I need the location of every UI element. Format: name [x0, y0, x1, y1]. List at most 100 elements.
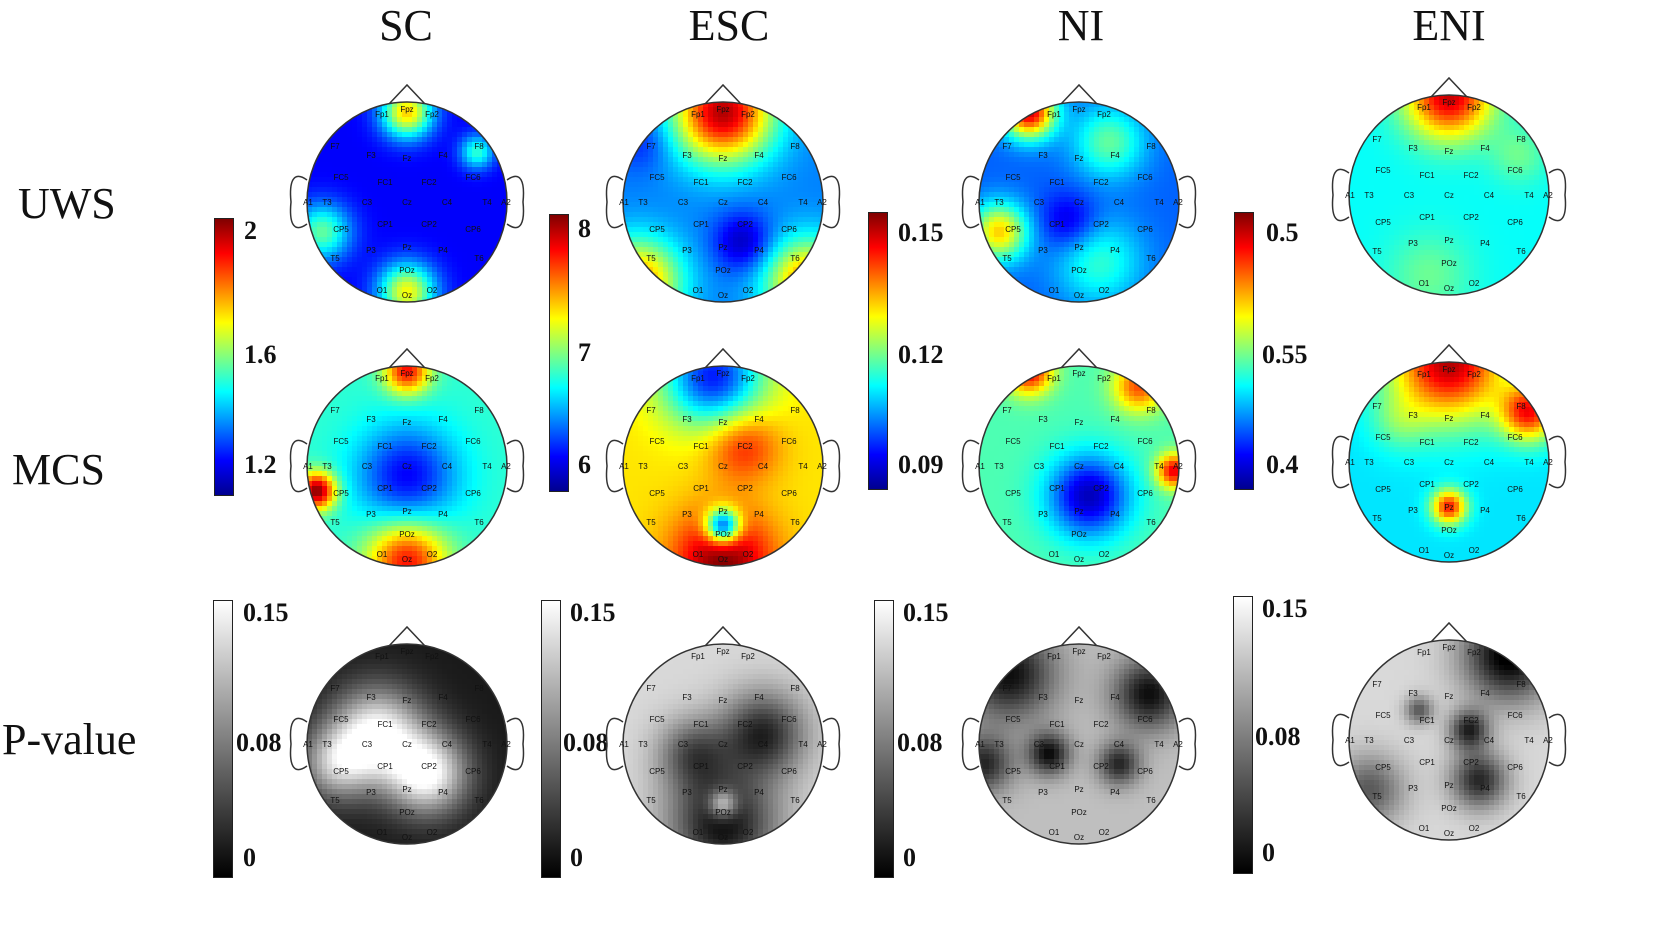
pvalue-colorbar-sc-tick-mid: 0.08 — [236, 728, 282, 757]
pvalue-colorbar-ni-tick-mid: 0.08 — [897, 728, 943, 757]
electrode-label-f8: F8 — [1146, 142, 1156, 151]
left-ear-outline — [1331, 435, 1350, 489]
electrode-label-fc6: FC6 — [781, 715, 797, 724]
electrode-label-fc2: FC2 — [421, 720, 437, 729]
electrode-label-a2: A2 — [501, 740, 511, 749]
electrode-label-fc5: FC5 — [1375, 711, 1391, 720]
electrode-label-p3: P3 — [1408, 506, 1418, 515]
electrode-label-f4: F4 — [438, 415, 448, 424]
electrode-label-fc2: FC2 — [737, 720, 753, 729]
electrode-label-o2: O2 — [743, 550, 754, 559]
topomap-pvalue-sc: Fp1 Fpz Fp2 F7 F3 Fz F4 F8 FC5 FC1 FC2 FC6 A1 T3 C3 Cz C… — [289, 625, 525, 845]
electrode-label-cz: Cz — [402, 740, 412, 749]
electrode-label-t6: T6 — [790, 518, 800, 527]
electrode-label-cp1: CP1 — [1419, 758, 1435, 767]
head-outline — [622, 643, 824, 845]
electrode-label-o1: O1 — [1419, 546, 1430, 555]
electrode-label-fp1: Fp1 — [691, 110, 705, 119]
electrode-label-a1: A1 — [303, 462, 313, 471]
electrode-label-f3: F3 — [682, 415, 692, 424]
nose-outline — [704, 347, 742, 369]
row-label-uws: UWS — [18, 179, 116, 228]
electrode-label-a2: A2 — [1543, 458, 1553, 467]
electrode-label-fc1: FC1 — [377, 442, 393, 451]
electrode-label-cp6: CP6 — [465, 225, 481, 234]
electrode-label-cp1: CP1 — [693, 484, 709, 493]
electrode-label-t5: T5 — [330, 254, 340, 263]
electrode-label-cz: Cz — [402, 462, 412, 471]
electrode-label-t6: T6 — [474, 796, 484, 805]
head-outline — [978, 101, 1180, 303]
electrode-label-p3: P3 — [1038, 510, 1048, 519]
electrode-label-fc5: FC5 — [333, 715, 349, 724]
electrode-label-t3: T3 — [322, 740, 332, 749]
electrode-label-cp5: CP5 — [649, 489, 665, 498]
electrode-label-f7: F7 — [1372, 402, 1382, 411]
pvalue-colorbar-sc-tick-high: 0.15 — [243, 598, 289, 627]
electrode-label-cp6: CP6 — [1137, 489, 1153, 498]
electrode-label-fc5: FC5 — [1005, 173, 1021, 182]
electrode-label-t6: T6 — [1146, 796, 1156, 805]
colorbar-sc-tick-mid: 1.6 — [244, 340, 277, 369]
colorbar-esc — [549, 214, 569, 492]
electrode-label-fc5: FC5 — [1005, 715, 1021, 724]
electrode-label-fz: Fz — [1445, 414, 1454, 423]
electrode-label-fc2: FC2 — [1093, 720, 1109, 729]
electrode-label-a2: A2 — [817, 462, 827, 471]
electrode-label-f4: F4 — [1480, 144, 1490, 153]
electrode-label-oz: Oz — [718, 833, 728, 842]
electrode-label-fc6: FC6 — [1137, 437, 1153, 446]
electrode-label-fc5: FC5 — [333, 437, 349, 446]
left-ear-outline — [605, 439, 624, 493]
electrode-label-a2: A2 — [1543, 736, 1553, 745]
electrode-label-t3: T3 — [1364, 736, 1374, 745]
electrode-label-cp2: CP2 — [737, 762, 753, 771]
electrode-label-p4: P4 — [438, 788, 448, 797]
electrode-label-fc6: FC6 — [465, 715, 481, 724]
right-ear-outline — [822, 439, 841, 493]
nose-outline — [1060, 83, 1098, 105]
electrode-label-poz: POz — [399, 530, 415, 539]
pvalue-colorbar-sc — [213, 600, 233, 878]
electrode-label-t6: T6 — [1146, 518, 1156, 527]
electrode-label-fc6: FC6 — [781, 173, 797, 182]
electrode-label-fc5: FC5 — [1005, 437, 1021, 446]
electrode-label-f3: F3 — [366, 151, 376, 160]
electrode-label-o2: O2 — [743, 286, 754, 295]
pvalue-colorbar-ni-tick-low: 0 — [903, 843, 916, 872]
pvalue-colorbar-esc-tick-low: 0 — [570, 843, 583, 872]
electrode-label-fc2: FC2 — [737, 442, 753, 451]
electrode-label-fp2: Fp2 — [425, 652, 439, 661]
electrode-label-cp5: CP5 — [1005, 489, 1021, 498]
electrode-label-cp6: CP6 — [465, 767, 481, 776]
nose-outline — [704, 83, 742, 105]
electrode-label-cp6: CP6 — [1507, 218, 1523, 227]
scalp-field — [623, 366, 823, 566]
electrode-label-t6: T6 — [1516, 247, 1526, 256]
right-ear-outline — [1548, 435, 1567, 489]
pvalue-colorbar-esc-tick-high: 0.15 — [570, 598, 616, 627]
electrode-label-a2: A2 — [501, 462, 511, 471]
electrode-label-c3: C3 — [1404, 736, 1415, 745]
electrode-label-cp1: CP1 — [1419, 480, 1435, 489]
electrode-label-cp6: CP6 — [781, 767, 797, 776]
electrode-label-f4: F4 — [438, 151, 448, 160]
electrode-label-cz: Cz — [1074, 740, 1084, 749]
electrode-label-t4: T4 — [798, 462, 808, 471]
colorbar-esc-tick-high: 8 — [578, 214, 591, 243]
electrode-label-f7: F7 — [1372, 680, 1382, 689]
scalp-field — [623, 102, 823, 302]
electrode-label-f8: F8 — [1516, 402, 1526, 411]
electrode-label-p4: P4 — [438, 510, 448, 519]
column-header-eni: ENI — [1412, 1, 1486, 50]
electrode-label-fc2: FC2 — [1093, 442, 1109, 451]
electrode-label-poz: POz — [1441, 259, 1457, 268]
electrode-label-o1: O1 — [377, 286, 388, 295]
head-outline — [306, 101, 508, 303]
electrode-label-f7: F7 — [1002, 406, 1012, 415]
electrode-label-cp6: CP6 — [1507, 763, 1523, 772]
electrode-label-fp1: Fp1 — [1417, 103, 1431, 112]
electrode-label-cp2: CP2 — [1093, 484, 1109, 493]
electrode-label-p3: P3 — [1038, 788, 1048, 797]
electrode-label-fz: Fz — [403, 418, 412, 427]
